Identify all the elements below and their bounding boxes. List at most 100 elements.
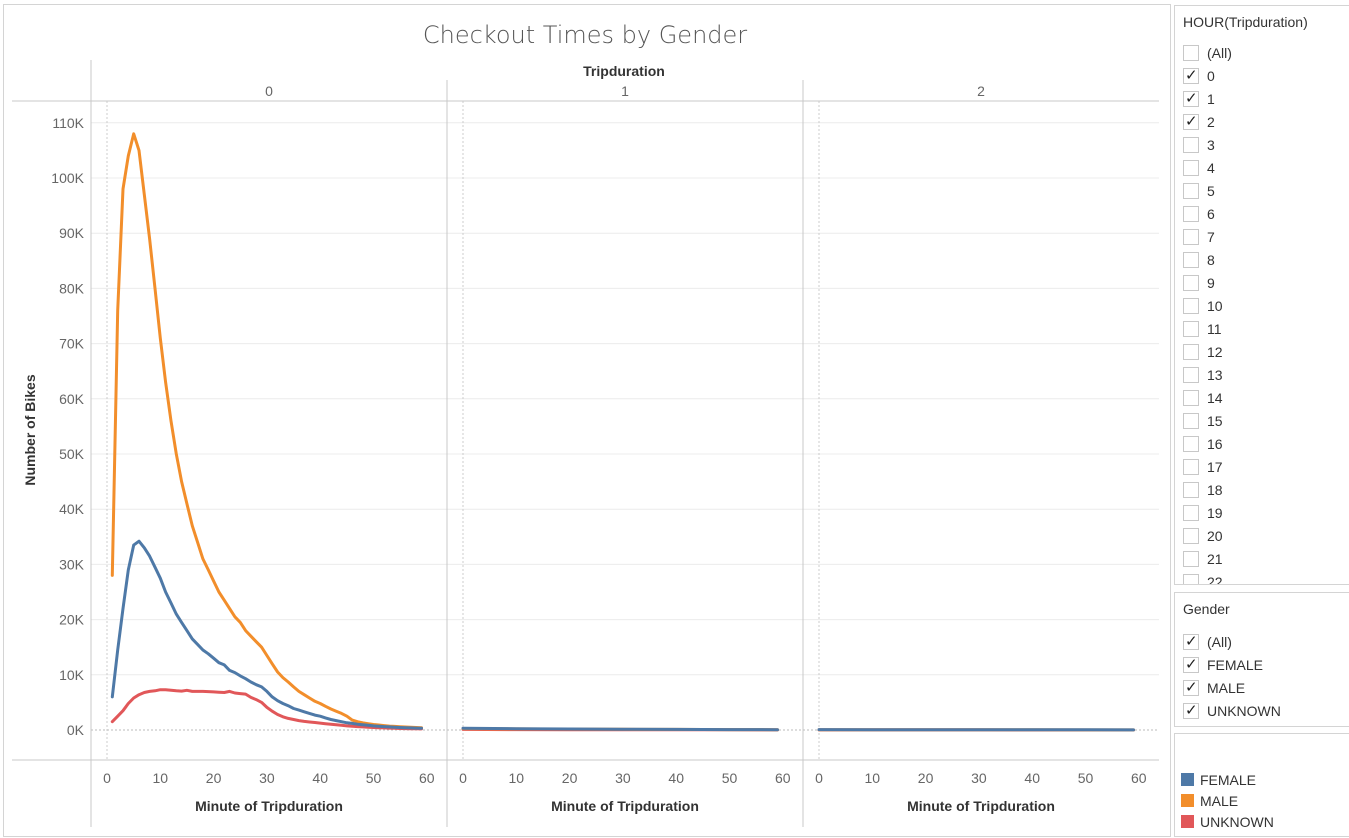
y-axis-title: Number of Bikes: [22, 374, 38, 485]
series-line-female: [112, 541, 421, 728]
hour-filter-option-label: 7: [1207, 229, 1215, 245]
hour-filter-checkbox[interactable]: [1183, 252, 1199, 268]
gender-filter-checkbox[interactable]: [1183, 657, 1199, 673]
hour-filter-checkbox[interactable]: [1183, 321, 1199, 337]
y-tick-label: 70K: [59, 336, 85, 352]
hour-filter-checkbox[interactable]: [1183, 91, 1199, 107]
hour-filter-list[interactable]: (All)01234567891011121314151617181920212…: [1175, 38, 1349, 585]
gender-filter-checkbox[interactable]: [1183, 634, 1199, 650]
gender-filter-option[interactable]: (All): [1175, 630, 1349, 653]
chart-title: Checkout Times by Gender: [423, 21, 747, 49]
hour-filter-option-label: 3: [1207, 137, 1215, 153]
series-lines: [112, 134, 1133, 730]
hour-filter-checkbox[interactable]: [1183, 367, 1199, 383]
y-tick-label: 100K: [51, 170, 84, 186]
hour-filter-option[interactable]: 9: [1175, 271, 1349, 294]
gender-filter-list[interactable]: (All) FEMALE MALE UNKNOWN: [1175, 625, 1349, 722]
hour-filter-option[interactable]: 19: [1175, 501, 1349, 524]
hour-filter-option[interactable]: 11: [1175, 317, 1349, 340]
hour-filter-checkbox[interactable]: [1183, 528, 1199, 544]
gender-filter-option-label: UNKNOWN: [1207, 703, 1281, 719]
hour-filter-checkbox[interactable]: [1183, 275, 1199, 291]
column-header-title: Tripduration: [583, 63, 665, 79]
hour-filter-option[interactable]: 12: [1175, 340, 1349, 363]
hour-filter-checkbox[interactable]: [1183, 551, 1199, 567]
hour-filter-option[interactable]: 20: [1175, 524, 1349, 547]
legend-swatch: [1181, 815, 1194, 828]
hour-filter-option[interactable]: 22: [1175, 570, 1349, 585]
x-tick-label: 50: [1078, 770, 1094, 786]
hour-filter-checkbox[interactable]: [1183, 482, 1199, 498]
hour-filter-checkbox[interactable]: [1183, 413, 1199, 429]
hour-filter-checkbox[interactable]: [1183, 68, 1199, 84]
chart-area: Checkout Times by Gender Tripduration Nu…: [3, 4, 1171, 837]
hour-filter-option[interactable]: 6: [1175, 202, 1349, 225]
legend-item: MALE: [1175, 790, 1349, 811]
hour-filter-option[interactable]: 14: [1175, 386, 1349, 409]
hour-filter-checkbox[interactable]: [1183, 459, 1199, 475]
hour-filter-option[interactable]: (All): [1175, 41, 1349, 64]
hour-filter-option[interactable]: 8: [1175, 248, 1349, 271]
panel-header: 2: [977, 83, 985, 99]
hour-filter-option-label: 13: [1207, 367, 1223, 383]
panel-header: 1: [621, 83, 629, 99]
gender-filter-option[interactable]: UNKNOWN: [1175, 699, 1349, 722]
hour-filter-checkbox[interactable]: [1183, 160, 1199, 176]
hour-filter-option[interactable]: 5: [1175, 179, 1349, 202]
hour-filter-option-label: 16: [1207, 436, 1223, 452]
color-legend: FEMALE MALE UNKNOWN: [1174, 733, 1349, 837]
gender-filter-option[interactable]: MALE: [1175, 676, 1349, 699]
hour-filter-checkbox[interactable]: [1183, 574, 1199, 586]
hour-filter-option-label: 21: [1207, 551, 1223, 567]
hour-filter-checkbox[interactable]: [1183, 298, 1199, 314]
hour-filter-option[interactable]: 0: [1175, 64, 1349, 87]
hour-filter-checkbox[interactable]: [1183, 206, 1199, 222]
gender-filter-panel: Gender (All) FEMALE MALE UNKNOWN: [1174, 592, 1349, 727]
x-tick-label: 10: [509, 770, 525, 786]
hour-filter-option[interactable]: 7: [1175, 225, 1349, 248]
panel-header: 0: [265, 83, 273, 99]
hour-filter-option[interactable]: 3: [1175, 133, 1349, 156]
hour-filter-checkbox[interactable]: [1183, 229, 1199, 245]
x-tick-label: 20: [562, 770, 578, 786]
hour-filter-option-label: 9: [1207, 275, 1215, 291]
hour-filter-checkbox[interactable]: [1183, 390, 1199, 406]
hour-filter-checkbox[interactable]: [1183, 183, 1199, 199]
hour-filter-option[interactable]: 1: [1175, 87, 1349, 110]
hour-filter-checkbox[interactable]: [1183, 137, 1199, 153]
x-tick-label: 50: [366, 770, 382, 786]
x-tick-label: 60: [775, 770, 791, 786]
hour-filter-option-label: 12: [1207, 344, 1223, 360]
x-tick-label: 50: [722, 770, 738, 786]
hour-filter-checkbox[interactable]: [1183, 436, 1199, 452]
hour-filter-option[interactable]: 13: [1175, 363, 1349, 386]
hour-filter-option-label: 22: [1207, 574, 1223, 586]
x-axis-title: Minute of Tripduration: [551, 798, 699, 814]
hour-filter-option-label: 1: [1207, 91, 1215, 107]
x-tick-label: 60: [1131, 770, 1147, 786]
x-tick-label: 40: [1024, 770, 1040, 786]
hour-filter-option[interactable]: 21: [1175, 547, 1349, 570]
hour-filter-checkbox[interactable]: [1183, 505, 1199, 521]
hour-filter-option[interactable]: 18: [1175, 478, 1349, 501]
y-tick-label: 90K: [59, 225, 85, 241]
gender-filter-option[interactable]: FEMALE: [1175, 653, 1349, 676]
hour-filter-option[interactable]: 17: [1175, 455, 1349, 478]
legend-label: UNKNOWN: [1200, 814, 1274, 830]
series-line-male: [112, 134, 421, 728]
y-tick-label: 50K: [59, 446, 85, 462]
legend-item: FEMALE: [1175, 769, 1349, 790]
hour-filter-option-label: 11: [1207, 321, 1222, 337]
hour-filter-checkbox[interactable]: [1183, 45, 1199, 61]
hour-filter-checkbox[interactable]: [1183, 114, 1199, 130]
hour-filter-option[interactable]: 2: [1175, 110, 1349, 133]
x-tick-label: 40: [312, 770, 328, 786]
hour-filter-option[interactable]: 4: [1175, 156, 1349, 179]
gender-filter-checkbox[interactable]: [1183, 703, 1199, 719]
hour-filter-option[interactable]: 15: [1175, 409, 1349, 432]
x-tick-label: 0: [815, 770, 823, 786]
hour-filter-option[interactable]: 16: [1175, 432, 1349, 455]
gender-filter-checkbox[interactable]: [1183, 680, 1199, 696]
hour-filter-checkbox[interactable]: [1183, 344, 1199, 360]
hour-filter-option[interactable]: 10: [1175, 294, 1349, 317]
